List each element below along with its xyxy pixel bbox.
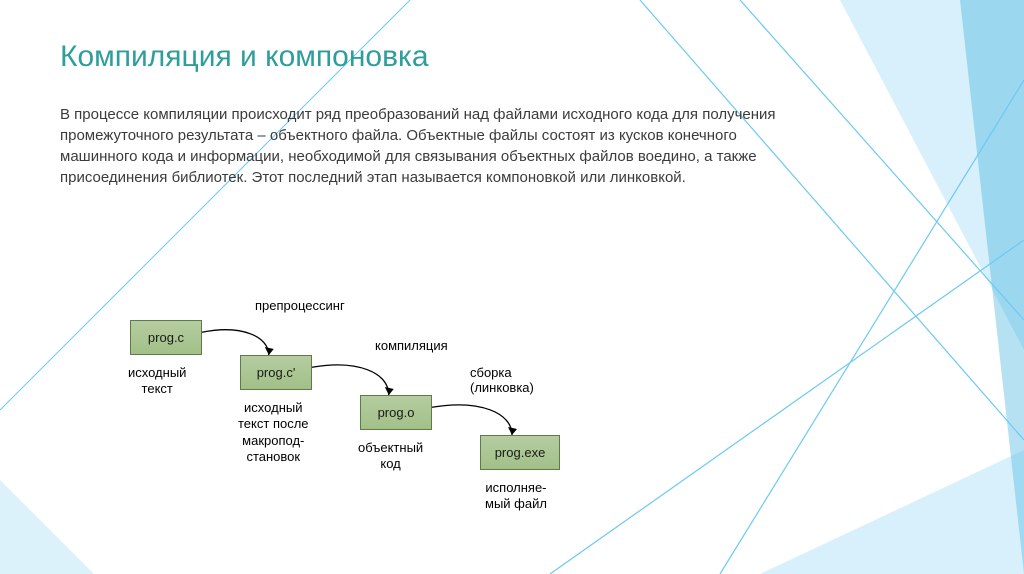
- flowchart-arrow: [130, 290, 730, 550]
- flowchart-edge-label: сборка(линковка): [470, 365, 534, 395]
- compilation-flowchart: prog.cисходныйтекстprog.c'исходныйтекст …: [130, 290, 730, 550]
- slide-paragraph: В процессе компиляции происходит ряд пре…: [60, 104, 780, 188]
- slide-title: Компиляция и компоновка: [60, 40, 780, 74]
